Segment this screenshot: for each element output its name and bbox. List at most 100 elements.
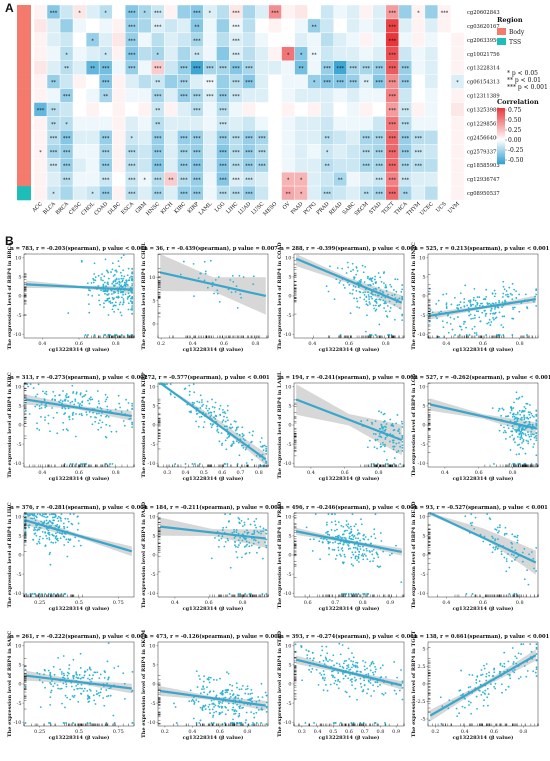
data-point xyxy=(352,564,355,567)
data-point xyxy=(233,420,236,423)
data-point xyxy=(88,678,91,681)
region-cell xyxy=(17,18,31,34)
data-point xyxy=(65,393,68,395)
column-label: PAAD xyxy=(290,201,305,216)
data-point xyxy=(62,672,65,675)
data-point xyxy=(501,315,504,318)
data-point xyxy=(521,409,524,412)
data-point xyxy=(75,676,78,679)
data-point xyxy=(131,295,134,298)
data-point xyxy=(353,276,355,279)
data-point xyxy=(471,521,474,524)
data-point xyxy=(233,713,235,715)
data-point xyxy=(489,543,491,546)
heatmap-cell xyxy=(320,116,334,131)
significance-mark: ** xyxy=(403,192,409,198)
data-point xyxy=(88,311,91,314)
data-point xyxy=(335,554,338,557)
data-point xyxy=(214,401,217,404)
heatmap-cell xyxy=(333,144,347,159)
data-point xyxy=(236,306,239,309)
data-point xyxy=(103,306,105,309)
data-point xyxy=(40,403,43,406)
significance-mark: *** xyxy=(232,24,240,30)
data-point xyxy=(248,541,251,544)
data-point xyxy=(71,523,74,526)
data-point xyxy=(212,690,215,693)
data-point xyxy=(29,514,31,517)
data-point xyxy=(261,453,264,456)
x-tick-label: 0.2 xyxy=(157,341,165,347)
data-point xyxy=(224,540,227,543)
data-point xyxy=(351,534,354,536)
data-point xyxy=(206,693,209,696)
data-point xyxy=(24,668,27,671)
data-point xyxy=(520,418,523,421)
significance-mark: *** xyxy=(63,164,71,170)
data-point xyxy=(119,406,122,409)
significance-mark: *** xyxy=(102,178,110,184)
data-point xyxy=(214,704,217,707)
data-point xyxy=(238,705,241,708)
data-point xyxy=(359,280,362,283)
data-point xyxy=(378,410,380,413)
y-tick-label: 0 xyxy=(288,294,291,300)
data-point xyxy=(401,314,404,317)
region-cell xyxy=(17,186,31,201)
data-point xyxy=(235,428,238,431)
data-point xyxy=(56,517,59,520)
data-point xyxy=(260,464,263,467)
data-point xyxy=(368,298,371,301)
data-point xyxy=(401,298,404,301)
colorbar-tick-label: 0.00 xyxy=(508,137,522,144)
data-point xyxy=(255,517,258,520)
data-point xyxy=(198,416,201,418)
data-point xyxy=(400,290,403,293)
data-point xyxy=(340,524,343,527)
heatmap-cell xyxy=(72,185,87,201)
heatmap-cell xyxy=(424,60,439,75)
significance-mark: *** xyxy=(102,136,110,142)
significance-mark: *** xyxy=(389,80,397,86)
data-point xyxy=(492,537,494,540)
data-point xyxy=(322,538,325,540)
data-point xyxy=(44,419,46,421)
heatmap-cell xyxy=(111,158,126,173)
heatmap-cell xyxy=(398,88,413,103)
significance-mark: *** xyxy=(389,164,397,170)
data-point xyxy=(520,435,523,438)
data-point xyxy=(535,420,538,422)
y-tick-label: 0 xyxy=(18,682,21,688)
heatmap-cell xyxy=(33,60,48,75)
data-point xyxy=(107,695,110,697)
colorbar-step xyxy=(497,144,505,147)
data-point xyxy=(122,293,124,296)
data-point xyxy=(131,297,134,300)
data-point xyxy=(478,304,481,307)
colorbar-step xyxy=(497,162,505,165)
data-point xyxy=(233,710,236,713)
data-point xyxy=(262,464,265,467)
data-point xyxy=(229,696,232,698)
data-point xyxy=(43,520,46,523)
heatmap-cell xyxy=(307,130,321,145)
y-tick-label: -10 xyxy=(283,461,291,467)
data-point xyxy=(367,275,369,278)
data-point xyxy=(511,434,514,437)
column-label: UCS xyxy=(435,201,448,214)
data-point xyxy=(124,293,127,296)
data-point xyxy=(379,443,382,446)
data-point xyxy=(38,407,41,410)
data-point xyxy=(512,427,515,430)
data-point xyxy=(252,542,255,545)
heatmap-cell xyxy=(398,46,413,61)
colorbar-step xyxy=(497,123,505,126)
data-point xyxy=(98,677,101,680)
significance-mark: *** xyxy=(232,178,240,184)
data-point xyxy=(226,409,229,412)
data-point xyxy=(49,551,52,554)
regression-line xyxy=(26,674,132,690)
data-point xyxy=(91,677,93,680)
scatter-plot-chol: n = 36, r = -0.439(spearman), p value = … xyxy=(141,242,278,353)
data-point xyxy=(73,545,75,548)
